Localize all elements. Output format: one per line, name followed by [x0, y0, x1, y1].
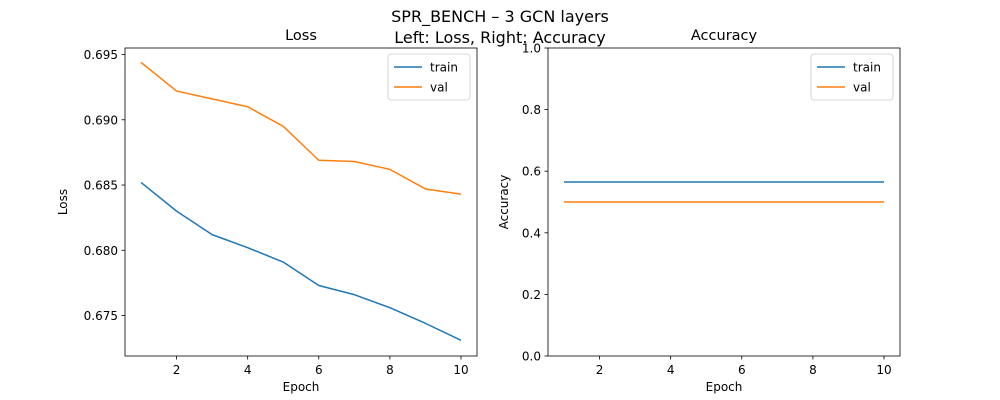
loss-x-tick-label: 10 — [453, 363, 468, 377]
loss-x-tick-label: 6 — [315, 363, 323, 377]
loss-y-axis-label: Loss — [56, 189, 70, 215]
loss-x-tick-label: 8 — [386, 363, 394, 377]
loss-legend: train val — [387, 53, 471, 101]
accuracy-y-tick-label: 0.8 — [522, 103, 541, 117]
accuracy-x-tick-label: 2 — [596, 363, 604, 377]
loss-x-tick-label: 2 — [173, 363, 181, 377]
loss-series-train-line — [140, 181, 462, 342]
loss-y-tick-label: 0.685 — [84, 179, 118, 193]
loss-y-tick-label: 0.695 — [84, 48, 118, 62]
accuracy-legend-box — [810, 53, 894, 101]
accuracy-y-tick-label: 1.0 — [522, 42, 541, 56]
accuracy-axes-frame — [547, 47, 901, 357]
accuracy-y-tick-label: 0.6 — [522, 165, 541, 179]
accuracy-x-axis-label: Epoch — [706, 380, 743, 394]
loss-series-val-line — [140, 61, 462, 195]
accuracy-legend: train val — [810, 53, 894, 101]
accuracy-y-tick-label: 0.0 — [522, 350, 541, 364]
accuracy-legend-label-val: val — [853, 81, 871, 95]
loss-y-tick-label: 0.690 — [84, 113, 118, 127]
accuracy-x-tick-label: 4 — [667, 363, 675, 377]
accuracy-x-tick-label: 10 — [876, 363, 891, 377]
loss-legend-label-train: train — [430, 61, 458, 75]
accuracy-x-tick-label: 6 — [738, 363, 746, 377]
accuracy-y-axis-label: Accuracy — [497, 175, 511, 230]
accuracy-y-tick-label: 0.4 — [522, 226, 541, 240]
loss-x-axis-label: Epoch — [283, 380, 320, 394]
accuracy-legend-label-train: train — [853, 61, 881, 75]
loss-x-tick-label: 4 — [244, 363, 252, 377]
figure-suptitle-line2: Left: Loss, Right: Accuracy — [394, 28, 606, 47]
loss-y-tick-label: 0.680 — [84, 244, 118, 258]
loss-y-tick-label: 0.675 — [84, 309, 118, 323]
loss-axes-frame — [124, 47, 478, 357]
loss-legend-label-val: val — [430, 81, 448, 95]
accuracy-x-tick-label: 8 — [809, 363, 817, 377]
accuracy-chart-title: Accuracy — [691, 28, 758, 44]
loss-chart-panel: 2 4 6 8 10 0.675 0.680 0.685 0.690 0.695 Loss Epoch… — [56, 28, 478, 394]
accuracy-y-tick-label: 0.2 — [522, 288, 541, 302]
figure-suptitle-line1: SPR_BENCH – 3 GCN layers — [391, 7, 609, 27]
loss-legend-box — [387, 53, 471, 101]
loss-chart-title: Loss — [285, 28, 317, 44]
accuracy-chart-panel: 2 4 6 8 10 0.0 0.2 0.4 0.6 0.8 1.0 Accuracy Epoch Acc… — [497, 28, 901, 394]
